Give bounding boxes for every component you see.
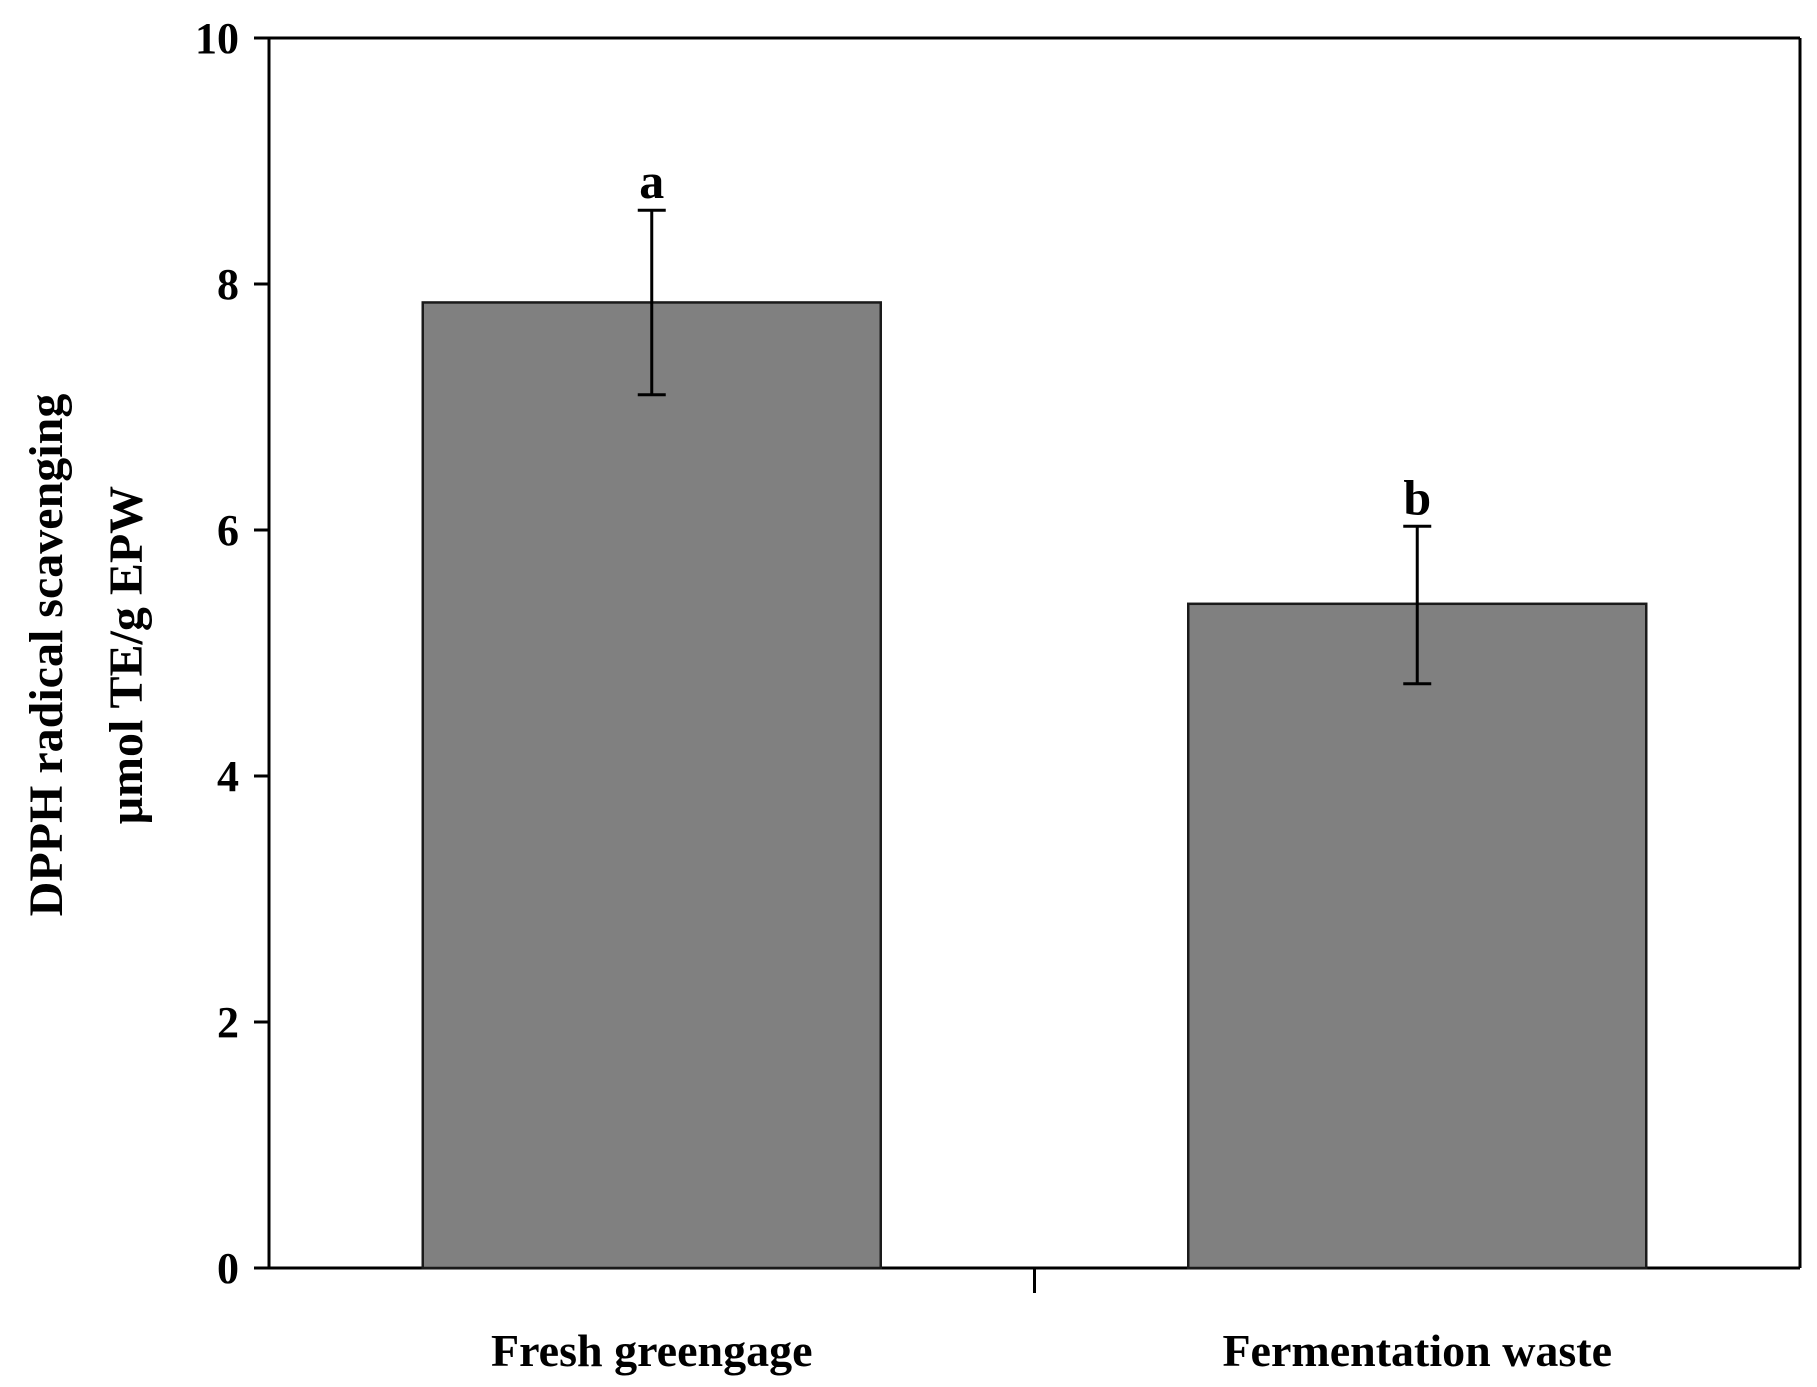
y-tick-label: 8 [217, 260, 239, 309]
significance-label: a [639, 153, 664, 209]
y-tick-label: 10 [195, 14, 239, 63]
y-tick-label: 2 [217, 998, 239, 1047]
bars-layer [421, 301, 1648, 1270]
y-axis-title-line-2: μmol TE/g EPW [100, 486, 153, 824]
error-bars-layer [637, 208, 1432, 686]
y-axis-title-line-1: DPPH radical scavenging [20, 394, 73, 917]
y-tick-label: 0 [217, 1244, 239, 1293]
text-layer: 0 2 4 6 8 10 a Fresh greengage b Fermentation was… [195, 14, 1612, 1376]
bar [1187, 602, 1648, 1270]
significance-label: b [1403, 469, 1431, 525]
bar [421, 301, 882, 1270]
y-tick-label: 4 [217, 752, 239, 801]
x-category-label: Fermentation waste [1222, 1325, 1612, 1376]
x-category-label: Fresh greengage [491, 1325, 813, 1376]
y-tick-label: 6 [217, 506, 239, 555]
